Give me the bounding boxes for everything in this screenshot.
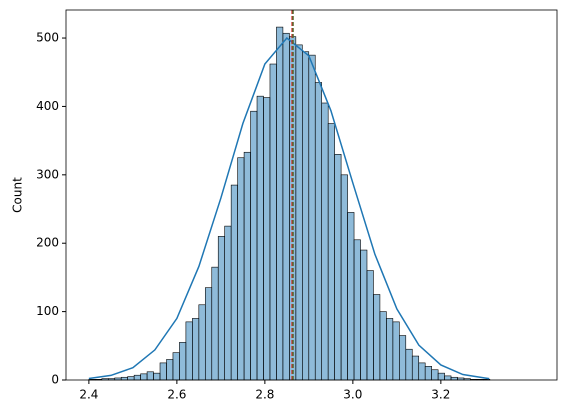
bar [444, 375, 452, 381]
bar [127, 376, 135, 381]
bar [314, 82, 323, 381]
y-tick-label: 500 [36, 31, 59, 45]
bar [185, 321, 193, 381]
bar [120, 376, 128, 381]
y-tick-label: 100 [36, 304, 59, 318]
bar [159, 362, 167, 381]
bar [327, 123, 335, 381]
bar [133, 374, 141, 381]
bar [198, 304, 206, 381]
bar [263, 97, 271, 381]
y-tick-label: 0 [51, 373, 59, 387]
bar [217, 236, 225, 381]
bar [146, 371, 154, 381]
bar [392, 321, 400, 381]
bar [340, 174, 348, 381]
bar [431, 369, 439, 381]
bar [353, 239, 361, 381]
bar [269, 63, 277, 381]
bar [204, 287, 213, 381]
bar [172, 352, 180, 381]
bar [166, 359, 174, 381]
bar [224, 225, 232, 381]
bar [379, 311, 387, 381]
kde-line [88, 36, 490, 380]
bar [360, 249, 368, 381]
bar [450, 376, 458, 381]
bar [230, 184, 238, 381]
bar [211, 266, 219, 381]
bar [308, 54, 316, 381]
plot-frame [65, 9, 558, 381]
x-tick-label: 2.4 [79, 388, 98, 402]
bar [179, 342, 187, 381]
bar [282, 32, 290, 381]
bar [437, 372, 445, 381]
x-tick-label: 3.0 [343, 388, 362, 402]
bar [386, 318, 394, 381]
bar [411, 355, 420, 381]
bar [243, 151, 251, 381]
y-axis-label: Count [11, 177, 25, 213]
bar [153, 372, 161, 381]
x-tick-label: 3.2 [431, 388, 450, 402]
x-tick-label: 2.8 [255, 388, 274, 402]
y-tick-label: 300 [36, 167, 59, 181]
bar [140, 373, 148, 381]
bar [276, 26, 284, 381]
bar [321, 102, 329, 381]
bar [373, 294, 381, 381]
y-tick-label: 200 [36, 236, 59, 250]
bar [334, 154, 342, 381]
bar [237, 157, 245, 381]
bar [347, 212, 355, 381]
bar [366, 270, 374, 381]
bar [295, 44, 303, 381]
bar [424, 366, 432, 381]
bar [399, 335, 407, 381]
bar [250, 110, 258, 381]
y-tick-label: 400 [36, 99, 59, 113]
x-tick-label: 2.6 [167, 388, 186, 402]
bar [418, 362, 426, 381]
bar [302, 51, 310, 381]
bar [405, 348, 413, 381]
bar [256, 95, 264, 381]
bar [192, 318, 200, 381]
